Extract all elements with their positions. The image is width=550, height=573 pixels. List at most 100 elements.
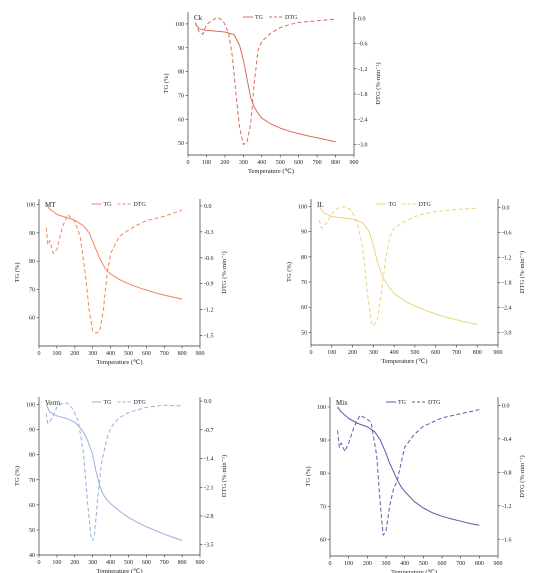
- y2-axis-label: DTG (%·min⁻¹): [519, 251, 526, 293]
- y-axis-label: TG (%): [14, 262, 21, 282]
- x-axis-label: Temperature (℃): [391, 569, 437, 573]
- series-dtg-line: [45, 209, 183, 334]
- y2-tick-label: -0.3: [204, 230, 214, 236]
- y-tick-label: 50: [178, 141, 184, 147]
- panel-title: MT: [45, 201, 56, 209]
- legend-label-tg: TG: [104, 202, 113, 208]
- y-tick-label: 90: [29, 428, 35, 434]
- y-tick-label: 100: [26, 203, 35, 209]
- x-tick-label: 300: [382, 561, 391, 567]
- x-tick-label: 600: [438, 561, 447, 567]
- y-tick-label: 70: [301, 280, 307, 286]
- y2-tick-label: -0.6: [204, 256, 214, 262]
- legend-label-tg: TG: [398, 400, 407, 406]
- y-tick-label: 90: [301, 230, 307, 236]
- x-tick-label: 500: [419, 561, 428, 567]
- y-tick-label: 60: [320, 537, 326, 543]
- y2-tick-label: -2.4: [502, 305, 512, 311]
- y2-tick-label: -0.4: [502, 437, 512, 443]
- y2-tick-label: -3.5: [204, 543, 214, 549]
- legend-label-dtg: DTG: [134, 400, 147, 406]
- y2-tick-label: 0.0: [204, 204, 212, 210]
- y2-tick-label: 0.0: [502, 403, 510, 409]
- series-tg-line: [45, 404, 183, 541]
- y-axis-label: TG (%): [14, 466, 21, 486]
- panel-1: 0 100 200 300 400 500 600 700 800 900 50 60 70 80 90 10…: [163, 12, 382, 175]
- y2-tick-label: 0.0: [502, 205, 510, 211]
- x-axis-label: Temperature (℃): [96, 359, 142, 366]
- x-tick-label: 600: [142, 560, 151, 566]
- y2-tick-label: -1.2: [358, 67, 368, 73]
- y2-tick-label: -2.8: [204, 514, 214, 520]
- x-tick-label: 100: [52, 560, 61, 566]
- legend-label-dtg: DTG: [134, 202, 147, 208]
- series-dtg-line: [318, 206, 478, 327]
- series-tg-line: [195, 23, 336, 143]
- y-tick-label: 60: [301, 305, 307, 311]
- y2-tick-label: 0.0: [204, 399, 212, 405]
- x-tick-label: 700: [452, 350, 461, 356]
- x-tick-label: 900: [350, 160, 359, 166]
- x-axis-label: Temperature (℃): [248, 168, 294, 175]
- y-tick-label: 90: [320, 438, 326, 444]
- y-tick-label: 40: [29, 553, 35, 559]
- x-tick-label: 900: [494, 561, 503, 567]
- x-tick-label: 400: [400, 561, 409, 567]
- y-tick-label: 70: [320, 504, 326, 510]
- x-tick-label: 300: [88, 351, 97, 357]
- x-tick-label: 600: [431, 350, 440, 356]
- series-tg-line: [45, 204, 183, 300]
- x-tick-label: 300: [239, 160, 248, 166]
- y2-tick-label: -1.2: [502, 504, 512, 510]
- y-tick-label: 100: [175, 22, 184, 28]
- x-tick-label: 900: [494, 350, 503, 356]
- y2-axis-label: DTG (%·min⁻¹): [221, 455, 228, 497]
- y-tick-label: 80: [29, 453, 35, 459]
- panel-title: Verm: [45, 399, 61, 407]
- x-tick-label: 100: [52, 351, 61, 357]
- y-tick-label: 50: [29, 528, 35, 534]
- legend-label-dtg: DTG: [285, 15, 298, 21]
- y-tick-label: 90: [178, 46, 184, 52]
- series-tg-line: [318, 206, 478, 325]
- x-tick-label: 200: [70, 560, 79, 566]
- y2-tick-label: -1.6: [502, 537, 512, 543]
- x-tick-label: 700: [160, 560, 169, 566]
- x-tick-label: 800: [473, 350, 482, 356]
- series-dtg-line: [45, 402, 183, 542]
- x-tick-label: 100: [202, 160, 211, 166]
- x-tick-label: 0: [329, 561, 332, 567]
- y2-tick-label: -1.2: [204, 308, 214, 314]
- x-tick-label: 500: [124, 560, 133, 566]
- y2-tick-label: -1.8: [502, 280, 512, 286]
- x-tick-label: 600: [294, 160, 303, 166]
- panel-2: 0 100 200 300 400 500 600 700 800 900 60 70 80 90 100 0…: [14, 199, 228, 366]
- y-tick-label: 70: [29, 478, 35, 484]
- x-tick-label: 100: [327, 350, 336, 356]
- x-tick-label: 900: [196, 351, 205, 357]
- x-tick-label: 700: [456, 561, 465, 567]
- panel-title: Mix: [336, 399, 348, 407]
- panel-5: 0 100 200 300 400 500 600 700 800 900 60 70 80 90 100 0…: [305, 397, 526, 573]
- x-tick-label: 500: [410, 350, 419, 356]
- y-tick-label: 50: [301, 330, 307, 336]
- panel-title: Ck: [194, 14, 203, 22]
- y-tick-label: 90: [29, 231, 35, 237]
- y2-axis-label: DTG (%·min⁻¹): [519, 455, 526, 497]
- y2-tick-label: -0.8: [502, 470, 512, 476]
- y-tick-label: 60: [29, 503, 35, 509]
- x-tick-label: 700: [313, 160, 322, 166]
- y-tick-label: 70: [178, 93, 184, 99]
- x-tick-label: 0: [38, 560, 41, 566]
- x-axis-label: Temperature (℃): [381, 358, 427, 365]
- x-tick-label: 0: [310, 350, 313, 356]
- x-tick-label: 900: [196, 560, 205, 566]
- y-tick-label: 100: [298, 205, 307, 211]
- y2-tick-label: -0.6: [358, 42, 368, 48]
- x-tick-label: 800: [178, 560, 187, 566]
- legend-label-tg: TG: [104, 400, 113, 406]
- y2-tick-label: -2.4: [358, 117, 368, 123]
- y-tick-label: 80: [29, 259, 35, 265]
- panel-3: 0 100 200 300 400 500 600 700 800 900 50 60 70 80 90 10…: [286, 199, 526, 365]
